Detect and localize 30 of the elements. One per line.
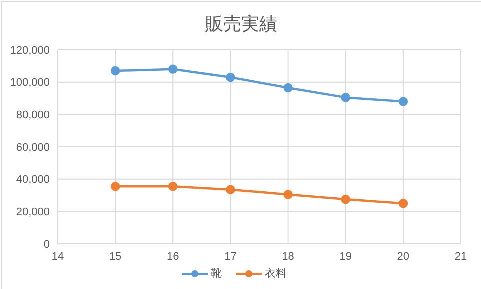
x-tick-label: 17: [224, 250, 237, 263]
y-tick-label: 100,000: [10, 77, 50, 90]
point: [341, 93, 350, 102]
x-tick-label: 14: [52, 250, 64, 263]
y-tick-label: 120,000: [10, 44, 50, 57]
point: [398, 97, 408, 106]
point: [398, 198, 408, 208]
chart-title: 販売実績: [204, 13, 278, 36]
x-tick-label: 16: [167, 250, 180, 263]
y-tick-label: 0: [44, 238, 50, 251]
legend-label: 靴: [210, 267, 222, 281]
y-tick-label: 80,000: [16, 110, 50, 122]
point: [168, 64, 178, 74]
point: [284, 83, 293, 93]
x-tick-label: 21: [454, 250, 468, 263]
legend-label: 衣料: [264, 266, 287, 281]
x-tick-label: 15: [109, 250, 122, 263]
x-tick-label: 19: [340, 250, 352, 263]
point: [110, 66, 120, 76]
point: [226, 72, 236, 82]
point: [168, 182, 178, 192]
point: [341, 194, 350, 204]
point: [284, 190, 293, 200]
y-tick-label: 40,000: [16, 174, 50, 186]
y-tick-label: 60,000: [16, 142, 50, 154]
y-tick-label: 20,000: [16, 206, 50, 219]
point: [110, 182, 120, 192]
x-tick-label: 18: [282, 250, 294, 263]
point: [226, 185, 236, 194]
x-tick-label: 20: [397, 250, 410, 263]
